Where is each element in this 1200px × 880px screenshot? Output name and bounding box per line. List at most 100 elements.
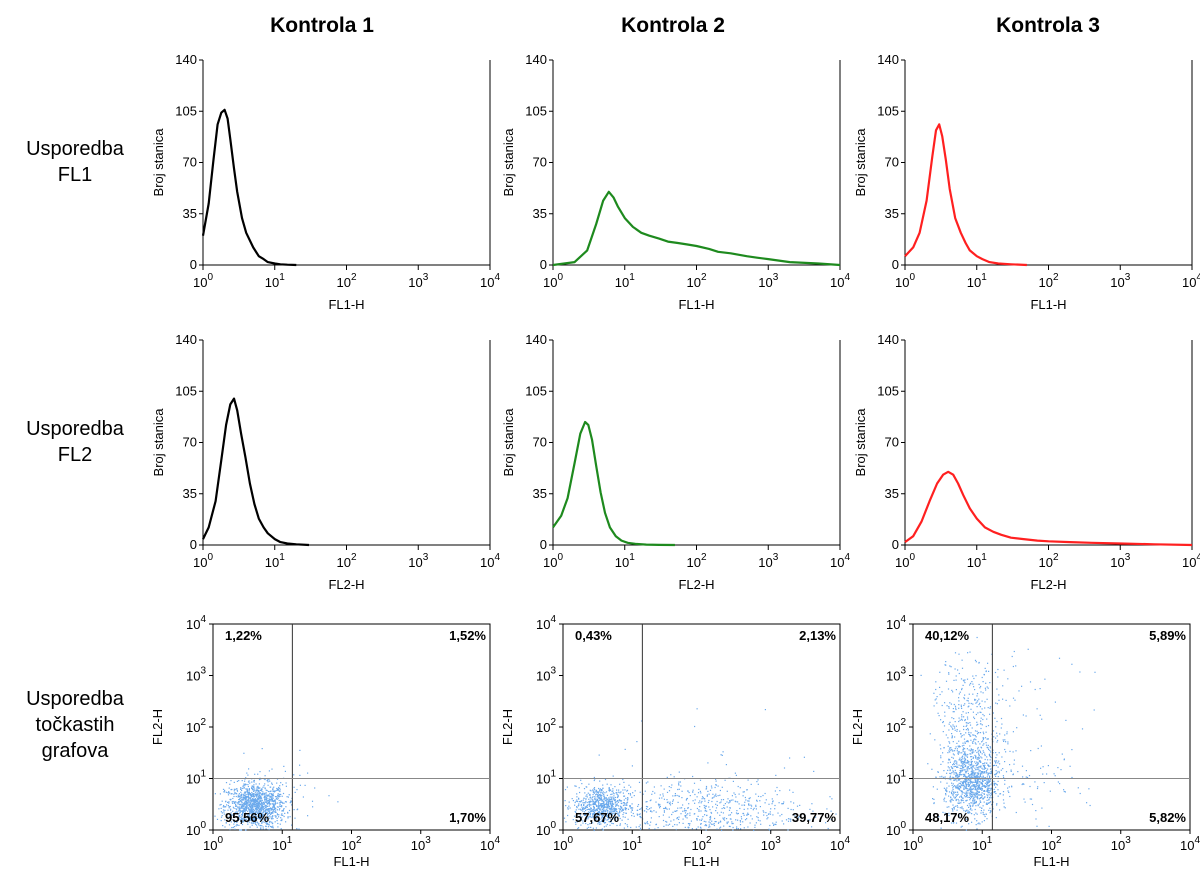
data-point — [228, 803, 229, 804]
data-point — [588, 793, 589, 794]
y-axis-label: Broj stanica — [151, 408, 166, 477]
data-point — [744, 827, 745, 828]
data-point — [593, 828, 594, 829]
data-point — [962, 745, 963, 746]
data-point — [1078, 787, 1079, 788]
data-point — [970, 753, 971, 754]
data-point — [640, 808, 641, 809]
data-point — [667, 809, 668, 810]
data-point — [953, 753, 954, 754]
data-point — [973, 757, 974, 758]
data-point — [933, 799, 934, 800]
data-point — [948, 786, 949, 787]
data-point — [747, 808, 748, 809]
data-point — [247, 789, 248, 790]
data-point — [972, 775, 973, 776]
data-point — [576, 786, 577, 787]
dot-cluster — [618, 708, 814, 793]
data-point — [625, 805, 626, 806]
data-point — [740, 820, 741, 821]
data-point — [704, 805, 705, 806]
data-point — [975, 805, 976, 806]
data-point — [646, 822, 647, 823]
data-point — [692, 776, 693, 777]
data-point — [240, 804, 241, 805]
x-tick-label: 103 — [1110, 552, 1130, 570]
data-point — [242, 780, 243, 781]
data-point — [606, 799, 607, 800]
data-point — [272, 807, 273, 808]
data-point — [623, 812, 624, 813]
data-point — [665, 808, 666, 809]
data-point — [628, 785, 629, 786]
data-point — [669, 786, 670, 787]
data-point — [594, 780, 595, 781]
data-point — [979, 781, 980, 782]
data-point — [264, 796, 265, 797]
data-point — [738, 813, 739, 814]
data-point — [959, 774, 960, 775]
x-tick-label: 102 — [1038, 552, 1058, 570]
data-point — [973, 712, 974, 713]
data-point — [314, 787, 315, 788]
y-tick-label: 103 — [186, 666, 206, 684]
data-point — [962, 763, 963, 764]
data-point — [272, 800, 273, 801]
data-point — [960, 760, 961, 761]
data-point — [979, 743, 980, 744]
data-point — [970, 767, 971, 768]
data-point — [248, 797, 249, 798]
data-point — [973, 794, 974, 795]
data-point — [937, 696, 938, 697]
data-point — [721, 812, 722, 813]
data-point — [719, 828, 720, 829]
data-point — [591, 798, 592, 799]
data-point — [222, 801, 223, 802]
data-point — [956, 772, 957, 773]
data-point — [960, 770, 961, 771]
data-point — [278, 798, 279, 799]
data-point — [974, 755, 975, 756]
data-point — [1041, 808, 1042, 809]
data-point — [235, 806, 236, 807]
data-point — [970, 740, 971, 741]
data-point — [964, 769, 965, 770]
data-point — [264, 783, 265, 784]
data-point — [1003, 739, 1004, 740]
quadrant-lower-right-label: 39,77% — [792, 810, 837, 825]
data-point — [1022, 766, 1023, 767]
data-point — [288, 797, 289, 798]
data-point — [724, 820, 725, 821]
data-point — [223, 805, 224, 806]
data-point — [995, 787, 996, 788]
data-point — [269, 791, 270, 792]
y-tick-label: 140 — [175, 332, 197, 347]
data-point — [275, 808, 276, 809]
data-point — [615, 805, 616, 806]
data-point — [736, 775, 737, 776]
x-axis-label: FL1-H — [1030, 297, 1066, 312]
y-tick-label: 140 — [877, 332, 899, 347]
data-point — [305, 785, 306, 786]
data-point — [636, 741, 637, 742]
data-point — [702, 796, 703, 797]
data-point — [1006, 771, 1007, 772]
data-point — [248, 768, 249, 769]
data-point — [736, 826, 737, 827]
data-point — [993, 781, 994, 782]
data-point — [235, 804, 236, 805]
data-point — [985, 768, 986, 769]
data-point — [955, 748, 956, 749]
data-point — [602, 785, 603, 786]
data-point — [590, 827, 591, 828]
quadrant-lower-right-label: 1,70% — [449, 810, 486, 825]
data-point — [758, 784, 759, 785]
data-point — [625, 823, 626, 824]
data-point — [607, 784, 608, 785]
data-point — [974, 803, 975, 804]
data-point — [581, 783, 582, 784]
data-point — [961, 714, 962, 715]
data-point — [254, 790, 255, 791]
data-point — [977, 700, 978, 701]
data-point — [664, 799, 665, 800]
